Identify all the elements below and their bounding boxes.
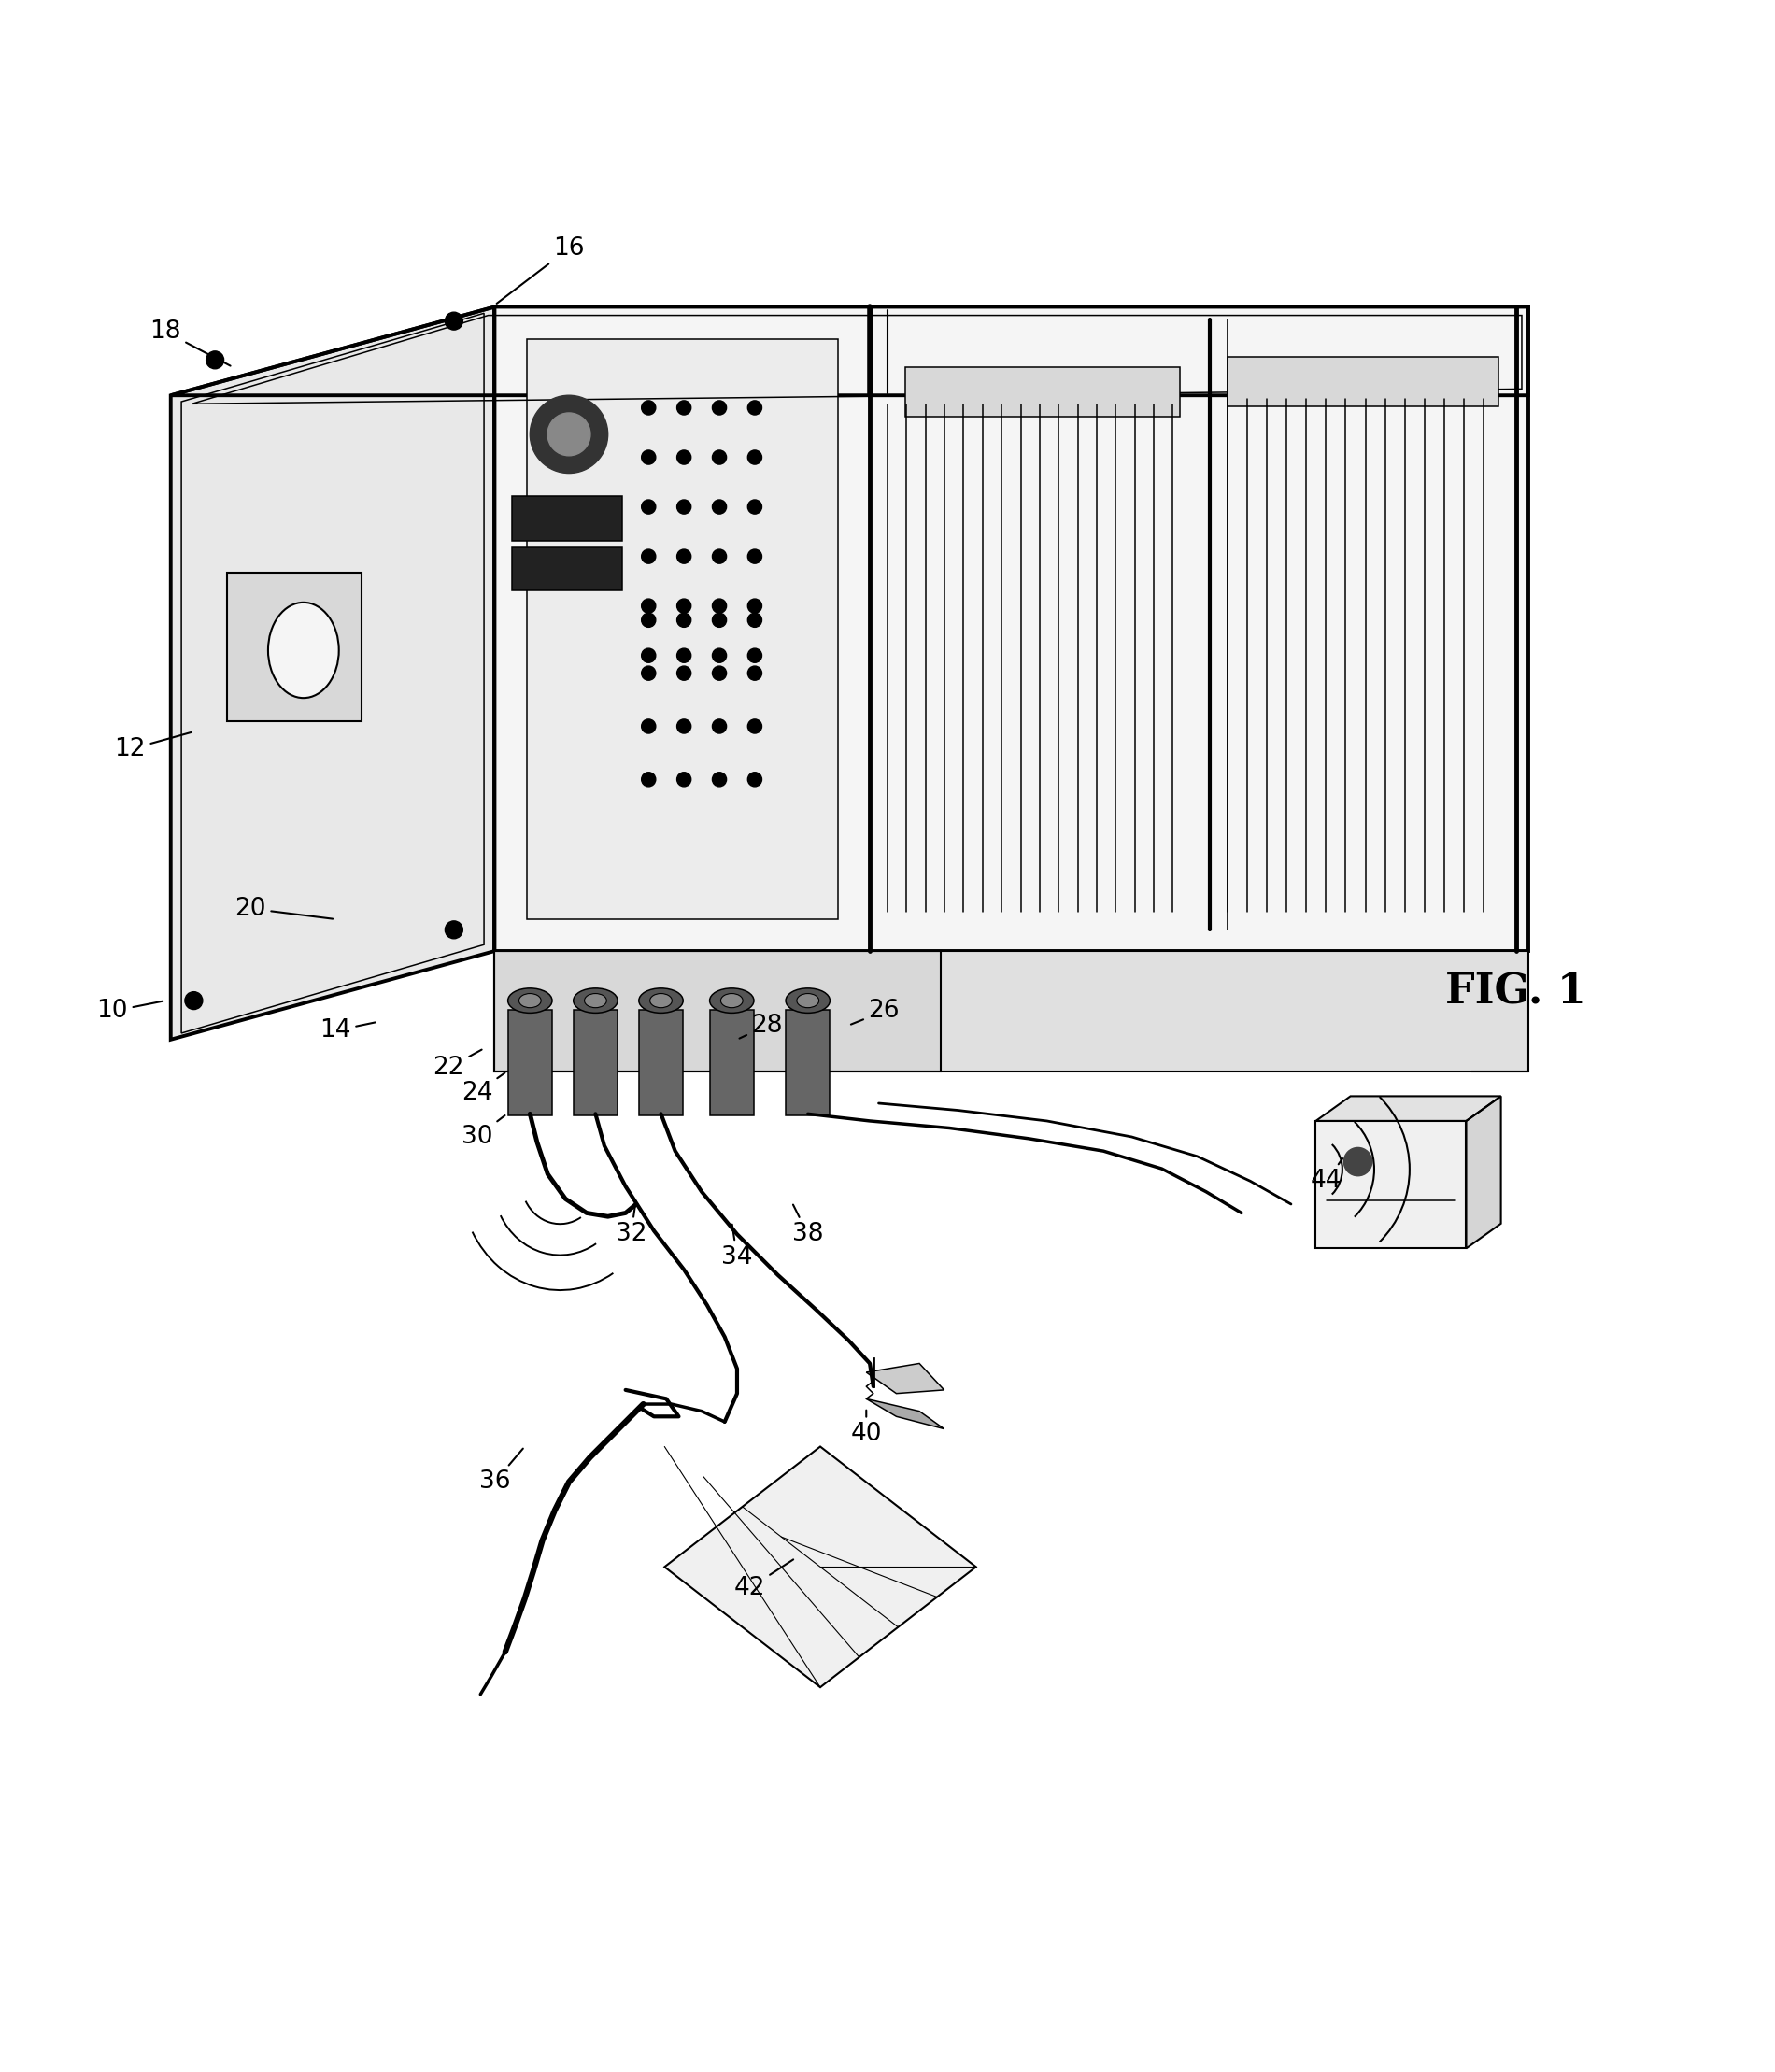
Text: 18: 18 <box>149 319 231 367</box>
Circle shape <box>676 613 690 628</box>
Circle shape <box>712 499 726 514</box>
Circle shape <box>676 649 690 663</box>
Circle shape <box>747 649 761 663</box>
Circle shape <box>747 773 761 787</box>
Polygon shape <box>786 1009 831 1115</box>
Circle shape <box>641 450 655 464</box>
Polygon shape <box>639 1009 683 1115</box>
Circle shape <box>676 499 690 514</box>
Polygon shape <box>495 951 1528 1071</box>
Circle shape <box>747 400 761 414</box>
Polygon shape <box>710 1009 754 1115</box>
Text: 32: 32 <box>616 1202 646 1247</box>
Circle shape <box>712 719 726 733</box>
Text: 20: 20 <box>234 897 332 920</box>
Circle shape <box>547 412 591 456</box>
Circle shape <box>641 499 655 514</box>
Circle shape <box>712 773 726 787</box>
Text: 44: 44 <box>1310 1158 1342 1193</box>
Ellipse shape <box>786 988 831 1013</box>
Text: 28: 28 <box>740 1013 783 1038</box>
Circle shape <box>747 450 761 464</box>
Polygon shape <box>1466 1096 1502 1247</box>
Circle shape <box>641 613 655 628</box>
Polygon shape <box>1315 1121 1466 1247</box>
Polygon shape <box>1227 356 1498 406</box>
Circle shape <box>641 400 655 414</box>
Circle shape <box>712 599 726 613</box>
Circle shape <box>712 613 726 628</box>
Circle shape <box>747 665 761 680</box>
Circle shape <box>712 400 726 414</box>
Text: 16: 16 <box>497 236 584 303</box>
Text: 40: 40 <box>850 1411 882 1446</box>
Ellipse shape <box>710 988 754 1013</box>
Ellipse shape <box>797 995 818 1007</box>
Polygon shape <box>170 307 495 1040</box>
Circle shape <box>641 549 655 564</box>
Ellipse shape <box>573 988 618 1013</box>
Polygon shape <box>573 1009 618 1115</box>
Ellipse shape <box>518 995 541 1007</box>
Circle shape <box>747 599 761 613</box>
Ellipse shape <box>639 988 683 1013</box>
Polygon shape <box>905 367 1180 416</box>
Circle shape <box>1344 1148 1372 1177</box>
Circle shape <box>641 665 655 680</box>
Ellipse shape <box>721 995 742 1007</box>
Circle shape <box>747 613 761 628</box>
Circle shape <box>676 719 690 733</box>
Text: 14: 14 <box>320 1019 375 1042</box>
Circle shape <box>641 649 655 663</box>
Circle shape <box>531 396 607 472</box>
Text: 38: 38 <box>792 1204 824 1247</box>
Circle shape <box>641 773 655 787</box>
Circle shape <box>446 920 463 939</box>
Circle shape <box>712 450 726 464</box>
Circle shape <box>641 719 655 733</box>
Circle shape <box>446 313 463 329</box>
Circle shape <box>185 992 202 1009</box>
Circle shape <box>676 549 690 564</box>
Text: 10: 10 <box>96 999 163 1024</box>
Polygon shape <box>664 1446 976 1687</box>
Text: 34: 34 <box>721 1225 753 1270</box>
Text: 36: 36 <box>479 1448 524 1494</box>
Polygon shape <box>227 572 362 721</box>
Circle shape <box>206 350 224 369</box>
Text: 30: 30 <box>462 1115 504 1150</box>
Ellipse shape <box>268 603 339 698</box>
Ellipse shape <box>584 995 607 1007</box>
Text: 22: 22 <box>433 1051 481 1080</box>
Text: 26: 26 <box>850 999 900 1024</box>
Polygon shape <box>1315 1096 1502 1121</box>
Circle shape <box>676 400 690 414</box>
Polygon shape <box>513 547 621 591</box>
Circle shape <box>747 549 761 564</box>
Text: 12: 12 <box>114 731 192 760</box>
Polygon shape <box>513 495 621 541</box>
Circle shape <box>712 665 726 680</box>
Polygon shape <box>866 1363 944 1394</box>
Polygon shape <box>527 338 838 920</box>
Circle shape <box>676 773 690 787</box>
Text: 42: 42 <box>733 1560 793 1600</box>
Polygon shape <box>495 307 1528 951</box>
Circle shape <box>676 665 690 680</box>
Circle shape <box>676 599 690 613</box>
Circle shape <box>676 450 690 464</box>
Text: FIG. 1: FIG. 1 <box>1445 972 1587 1011</box>
Circle shape <box>747 719 761 733</box>
Circle shape <box>712 649 726 663</box>
Polygon shape <box>866 1399 944 1430</box>
Text: 24: 24 <box>462 1073 504 1104</box>
Circle shape <box>641 599 655 613</box>
Polygon shape <box>508 1009 552 1115</box>
Circle shape <box>712 549 726 564</box>
Ellipse shape <box>508 988 552 1013</box>
Polygon shape <box>170 307 1528 396</box>
Ellipse shape <box>650 995 673 1007</box>
Polygon shape <box>495 951 941 1071</box>
Circle shape <box>747 499 761 514</box>
